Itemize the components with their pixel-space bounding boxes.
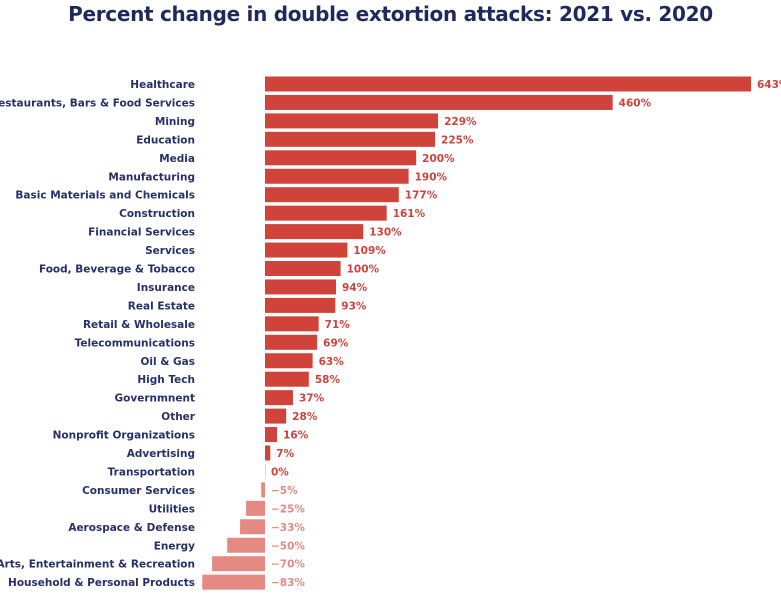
bar — [261, 482, 265, 498]
bar — [265, 94, 613, 110]
data-label: −83% — [271, 577, 305, 589]
bar — [265, 113, 439, 129]
bar — [265, 334, 318, 350]
data-label: 100% — [347, 264, 380, 276]
category-label: Food, Beverage & Tobacco — [39, 264, 195, 276]
data-label: 16% — [283, 430, 309, 442]
bar — [265, 242, 348, 258]
category-label: Basic Materials and Chemicals — [15, 190, 195, 202]
data-label: 177% — [405, 190, 438, 202]
category-label: Mining — [155, 116, 195, 128]
data-label: 69% — [323, 337, 349, 349]
bar — [227, 537, 265, 553]
data-label: 161% — [393, 208, 426, 220]
bar — [202, 574, 265, 590]
bar — [265, 279, 337, 295]
data-label: 58% — [315, 374, 341, 386]
category-label: Manufacturing — [108, 171, 195, 183]
bar — [265, 224, 364, 240]
bar — [212, 556, 265, 572]
category-label: Financial Services — [88, 227, 195, 239]
data-label: −5% — [271, 485, 298, 497]
data-label: 0% — [271, 466, 289, 478]
bar — [265, 427, 278, 443]
data-label: 190% — [415, 171, 448, 183]
bar — [265, 261, 341, 276]
category-label: Transportation — [108, 466, 195, 478]
category-label: Restaurants, Bars & Food Services — [0, 97, 195, 109]
category-label: Telecommunications — [75, 337, 195, 349]
bar — [240, 519, 265, 535]
data-label: 93% — [341, 300, 367, 312]
category-label: Education — [136, 134, 195, 146]
category-label: High Tech — [137, 374, 195, 386]
category-label: Healthcare — [130, 79, 195, 91]
bar — [265, 297, 336, 313]
bar — [265, 353, 313, 369]
bar — [265, 187, 399, 203]
data-label: −25% — [271, 503, 305, 515]
data-label: −33% — [271, 522, 305, 534]
bar — [265, 205, 387, 221]
category-label: Media — [159, 153, 195, 165]
data-label: −70% — [271, 559, 305, 571]
category-label: Nonprofit Organizations — [53, 430, 195, 442]
category-label: Construction — [119, 208, 195, 220]
category-label: Aerospace & Defense — [68, 522, 195, 534]
category-label: Other — [161, 411, 196, 423]
data-label: 225% — [441, 134, 474, 146]
category-label: Governmnent — [115, 393, 195, 405]
data-label: 94% — [342, 282, 368, 294]
data-label: 130% — [369, 227, 402, 239]
bar — [265, 316, 319, 332]
bar — [265, 408, 287, 424]
data-label: 200% — [422, 153, 455, 165]
data-label: 71% — [325, 319, 351, 331]
category-label: Household & Personal Products — [8, 577, 195, 589]
bar — [265, 445, 271, 461]
data-label: 643% — [757, 79, 781, 91]
chart-title: Percent change in double extortion attac… — [68, 2, 713, 26]
data-label: 63% — [319, 356, 345, 368]
category-label: Retail & Wholesale — [83, 319, 195, 331]
data-label: −50% — [271, 540, 305, 552]
data-label: 109% — [353, 245, 386, 257]
category-label: Real Estate — [128, 300, 195, 312]
category-label: Energy — [154, 540, 195, 552]
category-label: Services — [145, 245, 195, 257]
data-label: 460% — [619, 97, 652, 109]
bar — [246, 500, 265, 516]
bar — [265, 131, 436, 147]
category-label: Consumer Services — [82, 485, 195, 497]
data-label: 7% — [276, 448, 294, 460]
category-label: Arts, Entertainment & Recreation — [0, 559, 195, 571]
data-label: 229% — [444, 116, 477, 128]
bar — [265, 150, 417, 166]
data-label: 37% — [299, 393, 325, 405]
bar — [265, 168, 409, 184]
bar — [265, 390, 293, 406]
bar — [265, 463, 266, 479]
bar — [265, 371, 309, 387]
category-label: Utilities — [149, 503, 195, 515]
data-label: 28% — [292, 411, 318, 423]
category-label: Advertising — [127, 448, 195, 460]
bar — [265, 76, 751, 92]
category-label: Insurance — [137, 282, 195, 294]
category-label: Oil & Gas — [140, 356, 195, 368]
